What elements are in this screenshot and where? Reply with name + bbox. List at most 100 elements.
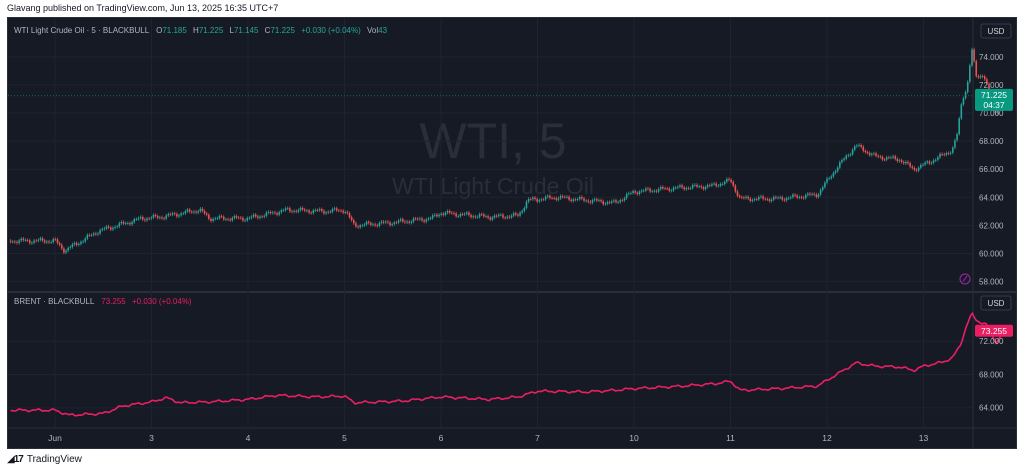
brent-change: +0.030 (+0.04%): [132, 297, 192, 306]
wti-candle-body: [105, 226, 108, 229]
time-tick: 6: [439, 433, 444, 443]
wti-candle-body: [325, 212, 327, 214]
wti-candle-body: [813, 193, 816, 195]
wti-candle-body: [804, 195, 807, 199]
wti-candle-body: [525, 201, 528, 208]
wti-candle-body: [734, 185, 737, 192]
wti-candle-body: [934, 159, 937, 161]
wti-candle-body: [589, 201, 592, 203]
wti-candle-body: [851, 149, 854, 155]
wti-candle-body: [242, 217, 244, 221]
wti-price-tick: 64.000: [979, 193, 1004, 202]
wti-candle-body: [233, 216, 236, 218]
wti-candle-body: [557, 198, 560, 200]
wti-candle-body: [809, 193, 811, 195]
wti-candle-body: [295, 210, 298, 212]
wti-candle-body: [478, 214, 481, 217]
wti-candle-body: [798, 196, 801, 198]
wti-candle-body: [811, 193, 813, 195]
wti-high-value: 71.225: [199, 26, 224, 35]
wti-candle-body: [314, 210, 317, 211]
wti-candle-body: [719, 183, 722, 186]
wti-candle-body: [681, 185, 683, 188]
wti-candle-body: [826, 178, 828, 183]
wti-candle-body: [807, 193, 809, 196]
wti-candle-body: [561, 196, 564, 197]
wti-candle-body: [657, 189, 660, 192]
wti-candle-body: [205, 213, 208, 215]
wti-candle-body: [58, 243, 61, 245]
wti-candle-body: [853, 146, 856, 150]
wti-candle-body: [159, 217, 161, 219]
wti-candle-body: [86, 234, 89, 239]
wti-candle-body: [329, 211, 332, 213]
wti-candle-body: [148, 218, 150, 220]
wti-candle-body: [212, 218, 214, 221]
wti-candle-body: [849, 154, 852, 156]
wti-candle-body: [28, 240, 31, 244]
wti-candle-body: [764, 198, 767, 200]
wti-candle-body: [517, 214, 519, 216]
wti-candle-body: [431, 215, 434, 219]
wti-volume-value: 43: [378, 26, 387, 35]
wti-candle-body: [515, 213, 517, 215]
wti-close-value: 71.225: [270, 26, 295, 35]
wti-candle-body: [122, 221, 125, 224]
wti-candle-body: [926, 161, 929, 163]
wti-candle-body: [259, 216, 261, 218]
wti-candle-body: [559, 196, 562, 199]
wti-candle-body: [427, 218, 430, 220]
wti-candle-body: [981, 76, 984, 77]
brent-currency-button[interactable]: USD: [980, 295, 1012, 311]
wti-candle-body: [762, 196, 764, 199]
wti-candle-body: [37, 239, 40, 241]
wti-candle-body: [327, 211, 330, 213]
wti-candle-body: [883, 159, 886, 161]
wti-open-label: O: [156, 26, 162, 35]
wti-candle-body: [99, 230, 101, 234]
wti-candle-body: [446, 211, 449, 213]
wti-candle-body: [988, 83, 990, 92]
wti-candle-body: [642, 190, 645, 192]
wti-candle-body: [760, 196, 762, 198]
wti-candle-body: [455, 213, 457, 217]
wti-candle-body: [114, 226, 116, 228]
wti-candle-body: [532, 197, 534, 200]
time-tick: 5: [342, 433, 347, 443]
wti-candle-body: [410, 221, 413, 223]
wti-candle-body: [608, 202, 611, 203]
wti-candle-body: [395, 222, 398, 224]
wti-candle-body: [139, 217, 142, 219]
wti-low-value: 71.145: [234, 26, 259, 35]
wti-candle-body: [625, 194, 628, 199]
wti-candle-body: [715, 183, 717, 186]
wti-candle-body: [787, 198, 790, 199]
wti-candle-body: [146, 218, 148, 221]
wti-candle-body: [246, 218, 249, 221]
wti-candle-body: [920, 164, 922, 168]
wti-candle-body: [448, 211, 451, 213]
wti-candle-body: [879, 156, 882, 158]
wti-candle-body: [389, 222, 391, 226]
alert-clock-icon[interactable]: [959, 273, 971, 285]
wti-candle-body: [866, 152, 869, 153]
wti-candle-body: [218, 216, 221, 219]
wti-candle-body: [186, 209, 189, 212]
wti-candle-body: [235, 216, 238, 218]
wti-candle-body: [896, 158, 899, 162]
wti-candle-body: [489, 217, 492, 220]
wti-change: +0.030 (+0.04%): [301, 26, 361, 35]
chart-canvas[interactable]: WTI, 5 WTI Light Crude Oil 74.00072.0007…: [8, 18, 1016, 448]
brent-price-tick: 64.000: [979, 404, 1004, 413]
wti-candle-body: [323, 210, 325, 214]
wti-candle-body: [82, 241, 84, 243]
wti-candle-body: [133, 219, 136, 223]
wti-currency-button[interactable]: USD: [980, 23, 1012, 39]
brent-legend: BRENT · BLACKBULL 73.255 +0.030 (+0.04%): [14, 297, 192, 306]
wti-candle-body: [551, 197, 553, 199]
wti-candle-body: [222, 216, 225, 220]
wti-candle-body: [800, 196, 803, 198]
wti-candle-body: [698, 186, 700, 188]
wti-candle-body: [169, 214, 172, 215]
wti-candle-body: [613, 200, 615, 202]
